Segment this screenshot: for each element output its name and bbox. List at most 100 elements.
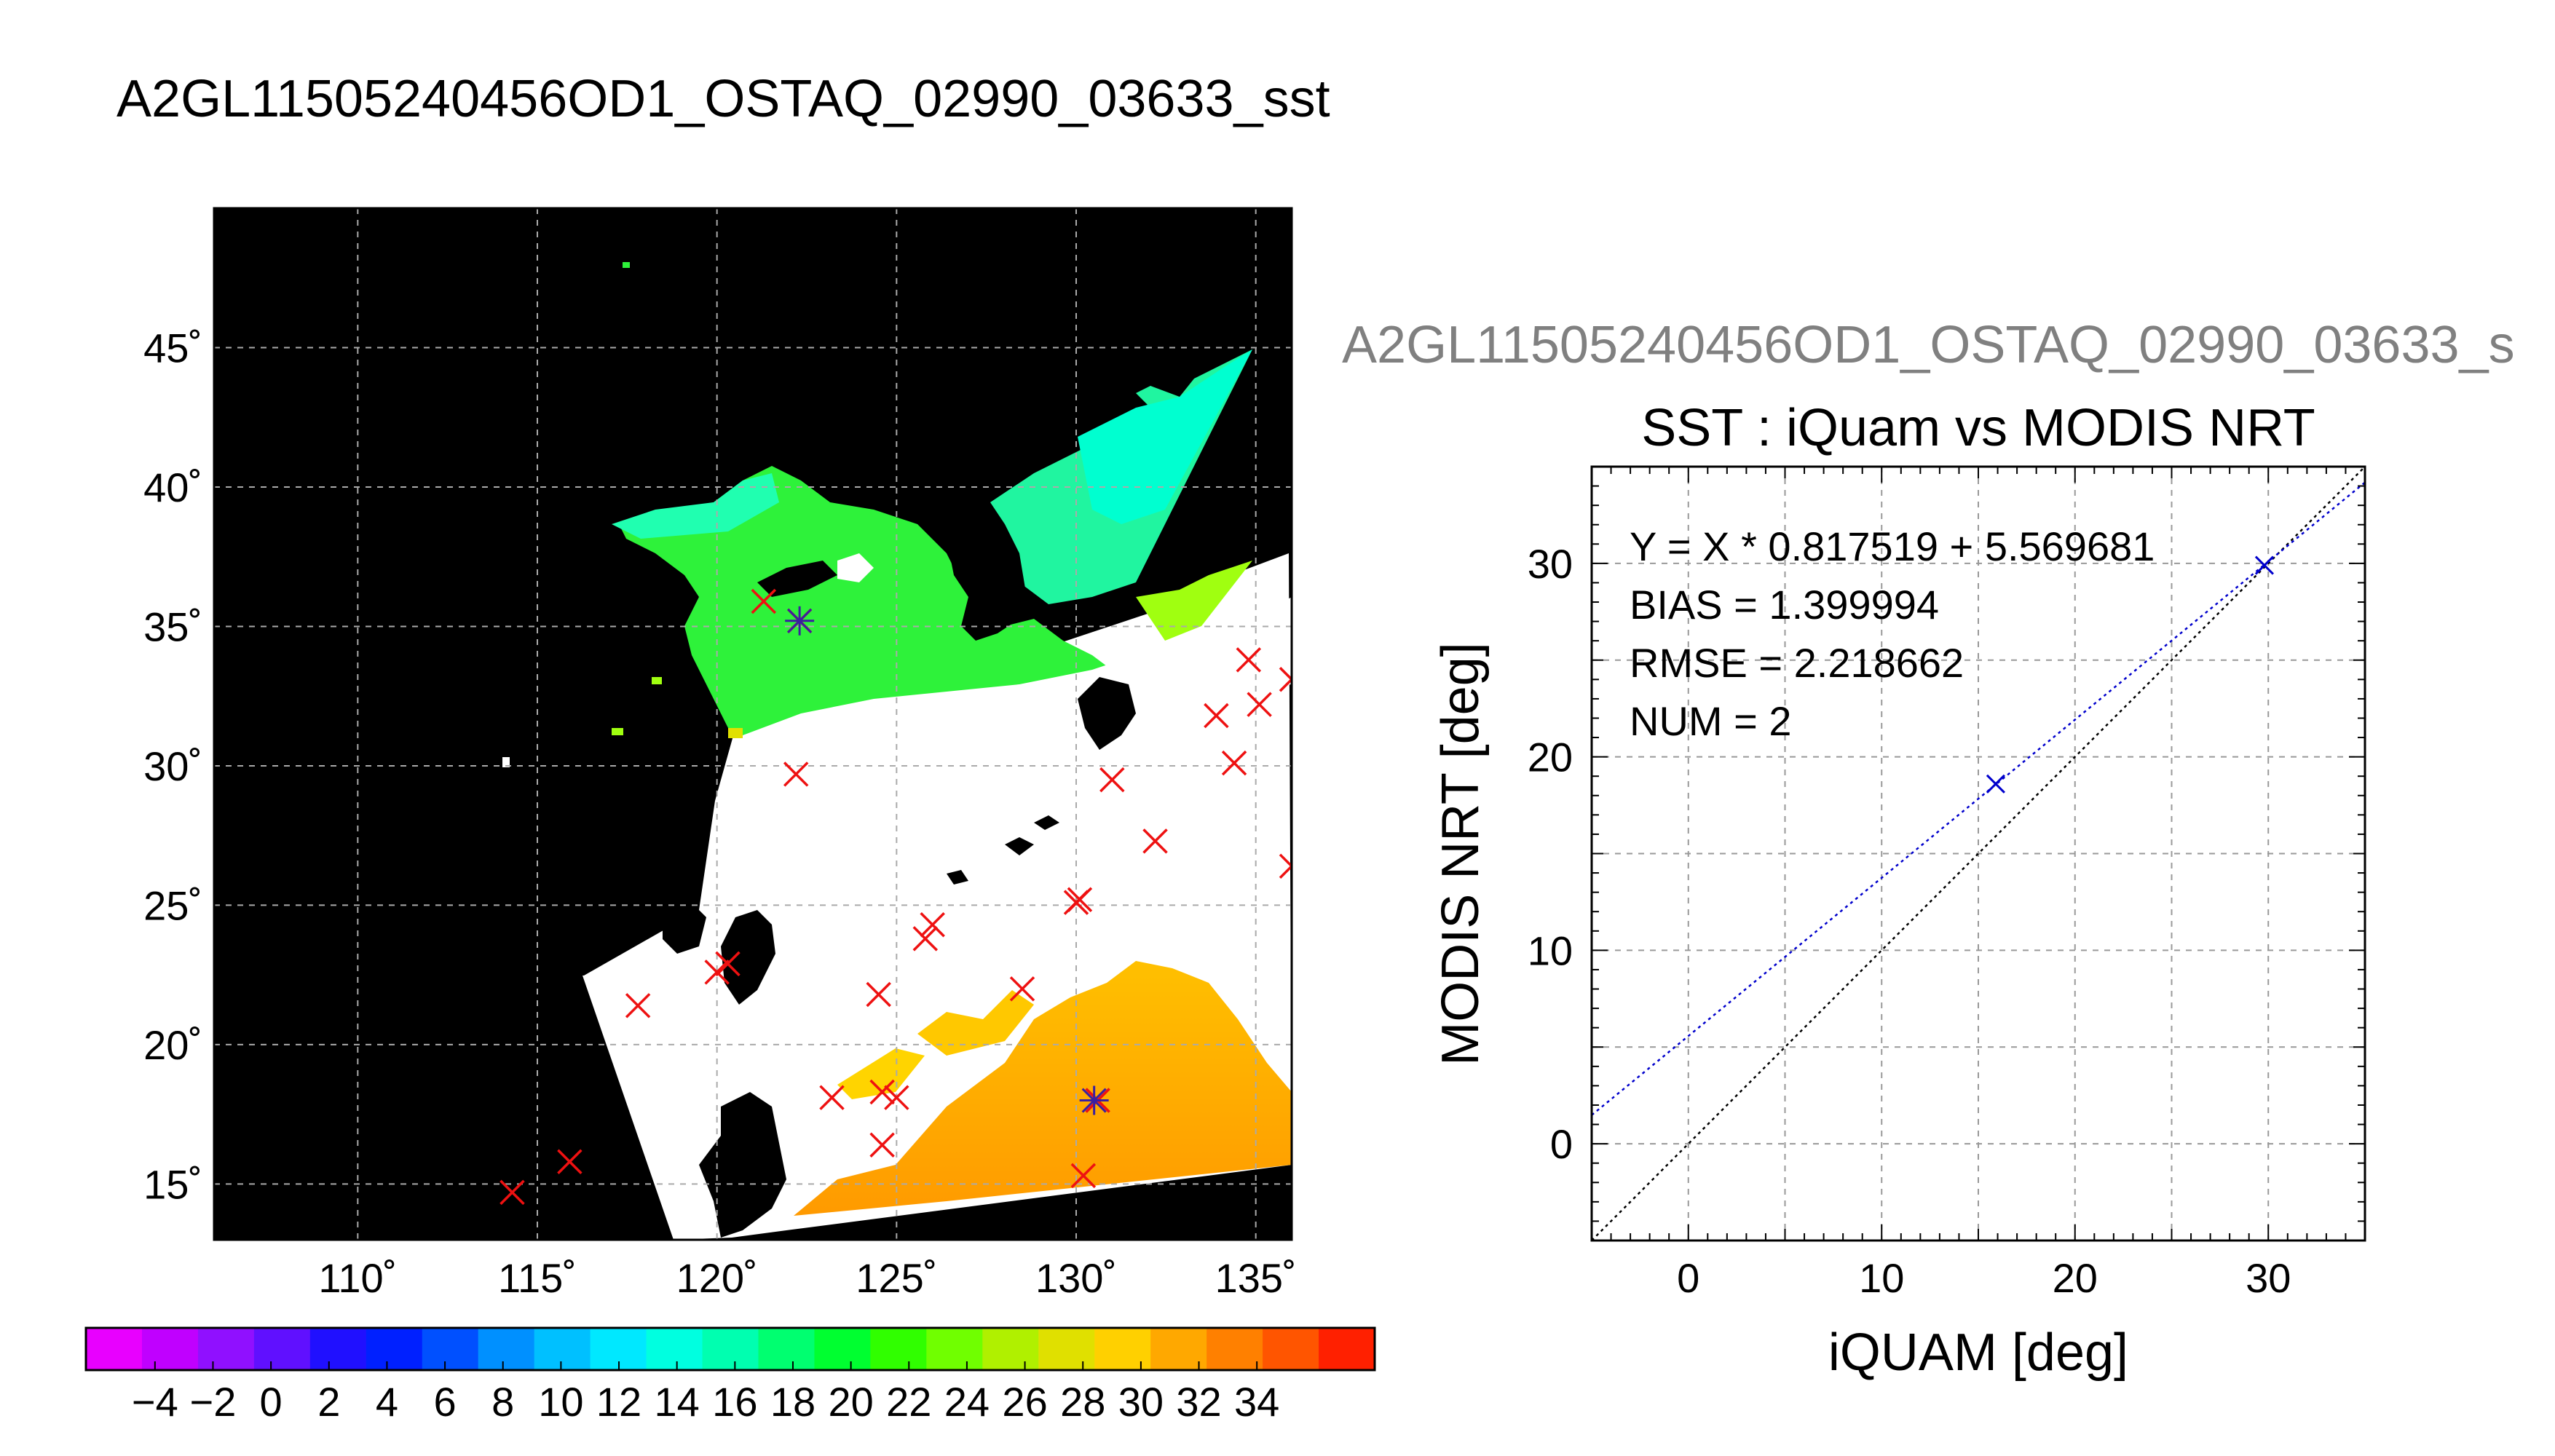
- in-situ-marker: [1009, 976, 1035, 1002]
- in-situ-marker: [557, 1149, 583, 1175]
- colorbar-tick-label: 20: [828, 1379, 873, 1425]
- in-situ-marker: [1070, 1163, 1097, 1189]
- sst-speck-3: [612, 728, 623, 735]
- in-situ-markers: [499, 588, 1292, 1206]
- in-situ-marker: [751, 588, 777, 614]
- in-situ-marker: [1247, 692, 1272, 717]
- scatter-plot: 0 10 20 30 0 10 20 30: [1528, 465, 2366, 1301]
- colorbar-tick-label: 8: [491, 1379, 514, 1425]
- colorbar-tick-label: 6: [433, 1379, 456, 1425]
- colorbar-tick-label: 0: [260, 1379, 283, 1425]
- sst-map: [214, 208, 1292, 1240]
- colorbar-tick-label: −2: [190, 1379, 237, 1425]
- scatter-title: SST : iQuam vs MODIS NRT: [1641, 399, 2315, 457]
- colorbar-tick-label: 30: [1118, 1379, 1164, 1425]
- colorbar-tick-label: 16: [712, 1379, 757, 1425]
- fit-lines: [1592, 467, 2365, 1241]
- map-latitude-labels: 45˚ 40˚ 35˚ 30˚ 25˚ 20˚ 15˚: [143, 325, 202, 1207]
- in-situ-marker: [912, 926, 939, 951]
- korea-land: [947, 502, 1027, 641]
- colorbar-tick-label: 32: [1176, 1379, 1221, 1425]
- in-situ-marker: [1279, 677, 1292, 692]
- scatter-grid: [1592, 467, 2365, 1241]
- x-tick-labels: 0 10 20 30: [1677, 1255, 2291, 1301]
- regression-equation: Y = X * 0.817519 + 5.569681: [1630, 523, 2155, 569]
- colorbar-tick-label: 2: [317, 1379, 340, 1425]
- map-frame: [213, 207, 1293, 1241]
- colorbar-tick-label: 4: [376, 1379, 398, 1425]
- reference-line: [1592, 481, 2365, 1116]
- in-situ-marker: [869, 1132, 895, 1158]
- in-situ-marker: [869, 1079, 895, 1105]
- colorbar-swatch: [814, 1328, 871, 1370]
- colorbar-tick-label: 34: [1234, 1379, 1279, 1425]
- warm-sst-region: [794, 961, 1292, 1216]
- rmse-value: RMSE = 2.218662: [1630, 640, 1964, 686]
- lat-tick-label: 35˚: [143, 604, 202, 649]
- sea-of-japan-yellowgreen: [1136, 561, 1252, 641]
- in-situ-marker: [1142, 828, 1168, 854]
- lon-tick-label: 115˚: [498, 1255, 577, 1301]
- colorbar-swatch: [758, 1328, 816, 1370]
- plot-frame: [1590, 465, 2366, 1242]
- lon-tick-label: 135˚: [1215, 1255, 1297, 1301]
- luzon-land: [699, 1092, 786, 1238]
- yellow-sea-sst: [619, 466, 1121, 750]
- data-point: [2254, 555, 2275, 575]
- warm-sst-patch-2: [917, 990, 1034, 1056]
- colorbar-swatch: [422, 1328, 479, 1370]
- cloud-patch: [837, 553, 874, 582]
- colorbar-swatch: [1094, 1328, 1151, 1370]
- in-situ-marker: [1279, 864, 1292, 879]
- in-situ-marker: [1236, 647, 1262, 673]
- in-situ-marker: [884, 1085, 909, 1110]
- colorbar-swatch: [1319, 1328, 1375, 1370]
- right-panel-header: A2GL11505240456OD1_OSTAQ_02990_03633_s: [1342, 316, 2515, 374]
- y-tick-label: 0: [1550, 1121, 1573, 1167]
- colorbar: [84, 1326, 1376, 1372]
- colorbar-swatch: [646, 1328, 703, 1370]
- lat-tick-label: 30˚: [143, 743, 202, 789]
- x-tick-label: 30: [2246, 1255, 2291, 1301]
- yellow-sea-cyan: [612, 473, 779, 539]
- lat-tick-label: 25˚: [143, 882, 202, 928]
- colorbar-tick-label: −4: [132, 1379, 178, 1425]
- sea-of-japan-cyan: [1078, 349, 1252, 524]
- y-tick-label: 10: [1528, 927, 1573, 973]
- in-situ-marker: [920, 912, 945, 938]
- sst-speck: [623, 262, 630, 268]
- lat-tick-label: 40˚: [143, 464, 202, 510]
- colorbar-swatch: [253, 1328, 311, 1370]
- lat-tick-label: 20˚: [143, 1022, 202, 1068]
- colorbar-swatch: [86, 1328, 143, 1370]
- in-situ-marker: [1099, 767, 1125, 793]
- x-axis-label: iQUAM [deg]: [1828, 1324, 2128, 1382]
- ryukyu-islands: [947, 815, 1059, 885]
- data-point: [1986, 774, 2005, 794]
- colorbar-frame: [84, 1326, 1376, 1372]
- colorbar-swatch: [982, 1328, 1039, 1370]
- lat-tick-label: 15˚: [143, 1161, 202, 1207]
- in-situ-marker: [783, 761, 809, 787]
- colorbar-tick-label: 22: [886, 1379, 931, 1425]
- cloud-over-east-china-sea: [743, 597, 1292, 779]
- in-situ-marker: [625, 993, 651, 1018]
- in-situ-marker: [715, 951, 741, 977]
- taiwan-land: [721, 910, 775, 1005]
- in-situ-marker: [499, 1179, 525, 1206]
- x-tick-label: 20: [2053, 1255, 2098, 1301]
- colorbar-tick-label: 12: [596, 1379, 641, 1425]
- in-situ-marker: [866, 981, 891, 1008]
- in-situ-marker: [1279, 853, 1292, 869]
- lon-tick-label: 125˚: [856, 1255, 937, 1301]
- x-tick-label: 0: [1677, 1255, 1699, 1301]
- lon-tick-label: 110˚: [318, 1255, 397, 1301]
- colorbar-tick-label: 10: [538, 1379, 583, 1425]
- colorbar-tick-label: 14: [655, 1379, 700, 1425]
- colorbar-swatch: [1207, 1328, 1263, 1370]
- cloud-speck: [502, 757, 510, 767]
- colorbar-tick-label: 28: [1060, 1379, 1105, 1425]
- warm-sst-patch: [837, 1048, 925, 1099]
- colorbar-tick-label: 18: [770, 1379, 816, 1425]
- y-tick-label: 30: [1528, 541, 1573, 587]
